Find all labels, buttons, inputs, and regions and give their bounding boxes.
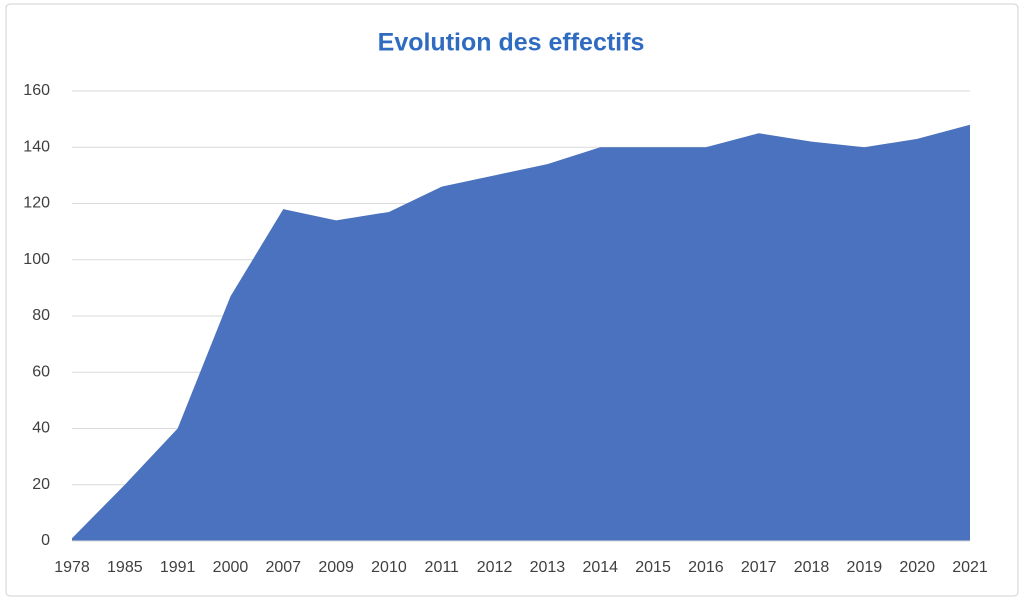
x-tick-label: 2012 bbox=[477, 559, 513, 576]
y-tick-label: 80 bbox=[32, 307, 50, 324]
y-tick-label: 20 bbox=[32, 476, 50, 493]
x-tick-label: 2000 bbox=[213, 559, 249, 576]
x-tick-label: 1991 bbox=[160, 559, 196, 576]
chart-title: Evolution des effectifs bbox=[378, 29, 645, 57]
y-tick-label: 160 bbox=[23, 82, 50, 99]
y-tick-label: 0 bbox=[41, 532, 50, 549]
y-tick-label: 40 bbox=[32, 420, 50, 437]
x-tick-label: 2016 bbox=[688, 559, 724, 576]
x-tick-label: 2013 bbox=[530, 559, 566, 576]
x-tick-label: 2017 bbox=[741, 559, 777, 576]
area bbox=[72, 124, 970, 541]
x-tick-label: 2009 bbox=[318, 559, 354, 576]
y-tick-label: 120 bbox=[23, 195, 50, 212]
x-tick-label: 2010 bbox=[371, 559, 407, 576]
x-tick-label: 1978 bbox=[54, 559, 90, 576]
x-tick-label: 2015 bbox=[635, 559, 671, 576]
x-tick-label: 2007 bbox=[265, 559, 301, 576]
x-tick-label: 2019 bbox=[847, 559, 883, 576]
x-tick-label: 2018 bbox=[794, 559, 830, 576]
x-tick-label: 2021 bbox=[952, 559, 988, 576]
x-tick-label: 2020 bbox=[899, 559, 935, 576]
y-tick-label: 100 bbox=[23, 251, 50, 268]
x-tick-label: 1985 bbox=[107, 559, 143, 576]
y-tick-label: 60 bbox=[32, 363, 50, 380]
x-tick-label: 2014 bbox=[582, 559, 618, 576]
y-tick-label: 140 bbox=[23, 138, 50, 155]
x-tick-label: 2011 bbox=[425, 559, 460, 576]
